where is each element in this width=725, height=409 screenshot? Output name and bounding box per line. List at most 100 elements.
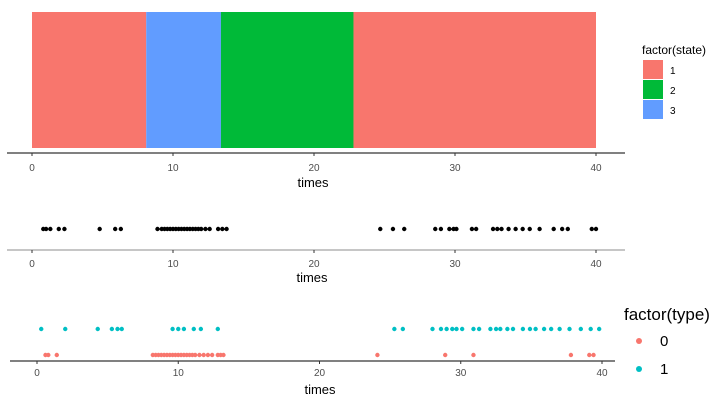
type-point <box>392 326 397 332</box>
event-points <box>41 226 599 232</box>
state-segment <box>146 12 221 148</box>
type-point <box>39 326 44 332</box>
legend-label: 3 <box>670 106 676 117</box>
type-point <box>587 352 592 358</box>
legend-key <box>643 80 663 99</box>
event-point <box>62 226 67 232</box>
type-point <box>46 352 51 358</box>
state-segment <box>32 12 147 148</box>
type-point <box>557 326 562 332</box>
type-point <box>375 352 380 358</box>
state-segments <box>32 12 596 148</box>
type-point <box>567 326 572 332</box>
legend-title: factor(type) <box>624 305 710 324</box>
type-point <box>541 326 547 332</box>
event-point <box>495 226 500 232</box>
event-point <box>112 226 118 232</box>
type-point <box>193 352 198 358</box>
event-point <box>473 226 479 232</box>
type-point <box>443 352 448 358</box>
type-point <box>109 326 115 332</box>
type-point <box>205 352 211 358</box>
type-point <box>471 352 476 358</box>
event-point <box>215 226 221 232</box>
type-point <box>198 326 204 332</box>
legend-key <box>636 338 642 344</box>
x-tick-label: 10 <box>167 163 179 174</box>
event-point <box>551 226 556 232</box>
event-point <box>469 226 475 232</box>
x-axis-ticks: 0 10 20 30 40 <box>29 250 602 270</box>
event-point <box>433 226 438 232</box>
x-tick-label: 0 <box>34 368 40 379</box>
type-point <box>488 326 493 332</box>
event-point <box>390 226 396 232</box>
type-point <box>520 326 526 332</box>
event-point <box>199 226 204 232</box>
x-tick-label: 20 <box>308 259 320 270</box>
type-point <box>578 326 584 332</box>
type-point <box>209 352 215 358</box>
type-point <box>493 326 499 332</box>
type-point <box>197 352 202 358</box>
event-point <box>565 226 570 232</box>
legend-label: 1 <box>660 361 668 378</box>
event-point <box>56 226 61 232</box>
type-point <box>533 326 538 332</box>
type-point <box>548 326 554 332</box>
type-point <box>454 326 459 332</box>
x-tick-label: 10 <box>167 259 179 270</box>
x-tick-label: 0 <box>29 163 35 174</box>
type-point <box>430 326 435 332</box>
type-point <box>221 352 226 358</box>
type-point <box>450 326 455 332</box>
legend-label: 1 <box>670 66 676 77</box>
type-point <box>459 326 465 332</box>
type-point <box>505 326 510 332</box>
type-point <box>95 326 100 332</box>
event-point <box>499 226 504 232</box>
type-point <box>115 326 120 332</box>
event-point <box>559 226 565 232</box>
event-point <box>48 226 53 232</box>
type-point <box>54 352 59 358</box>
x-tick-label: 40 <box>590 259 602 270</box>
event-point <box>527 226 532 232</box>
type-point <box>588 326 593 332</box>
event-point <box>378 226 383 232</box>
type-point <box>201 352 206 358</box>
event-point <box>506 226 511 232</box>
type-point <box>596 326 602 332</box>
event-point <box>520 226 525 232</box>
typed-points-chart: 0 10 20 30 40 times factor(type) 0 1 <box>10 305 710 397</box>
event-point <box>118 226 124 232</box>
legend-label: 0 <box>660 333 668 350</box>
type-legend: factor(type) 0 1 <box>624 305 710 378</box>
event-point <box>402 226 407 232</box>
type-point <box>510 326 516 332</box>
x-axis-label: times <box>297 175 329 190</box>
event-point <box>203 226 208 232</box>
typed-points <box>39 326 602 358</box>
type-point <box>215 326 220 332</box>
event-point <box>97 226 102 232</box>
x-tick-label: 40 <box>596 368 608 379</box>
type-point <box>191 326 196 332</box>
event-point <box>220 226 225 232</box>
event-point <box>593 226 599 232</box>
event-point <box>490 226 496 232</box>
x-tick-label: 20 <box>308 163 320 174</box>
event-point <box>454 226 459 232</box>
event-point <box>447 226 452 232</box>
event-point <box>43 226 49 232</box>
x-tick-label: 40 <box>590 163 602 174</box>
x-tick-label: 30 <box>455 368 467 379</box>
event-point <box>224 226 229 232</box>
x-axis-ticks: 0 10 20 30 40 <box>29 153 602 174</box>
x-tick-label: 10 <box>173 368 185 379</box>
type-point <box>438 326 444 332</box>
x-axis-label: times <box>304 382 336 397</box>
event-point <box>589 226 594 232</box>
type-point <box>471 326 476 332</box>
state-segment <box>220 12 354 148</box>
